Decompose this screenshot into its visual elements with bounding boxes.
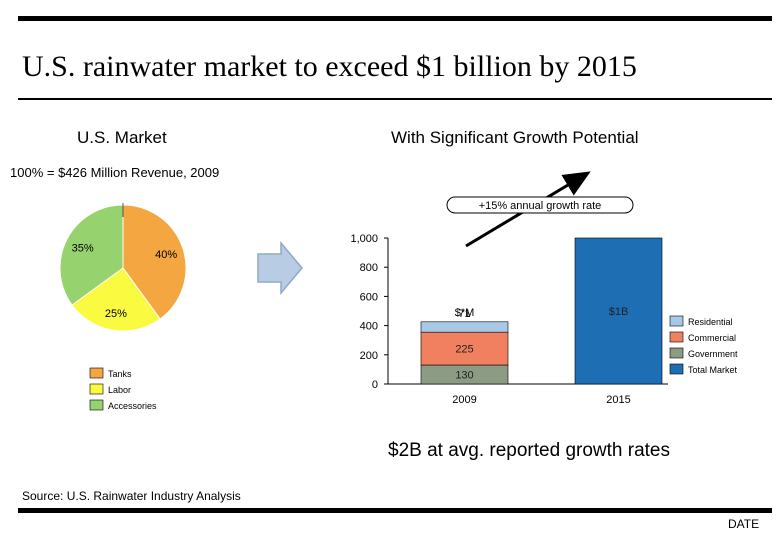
top-rule [18,16,772,21]
right-arrow-icon [257,240,303,296]
pie-slice-labor [71,267,161,332]
bar-legend-swatch-government [669,347,684,359]
pie-label-labor: 25% [105,308,127,320]
footer-date: DATE [728,517,760,531]
pie-slice-accessories [59,204,124,306]
pie-legend-swatch-labor [89,383,104,395]
pie-slice-tanks [122,204,187,320]
pie-legend-swatch-tanks [89,367,104,379]
pie-label-tanks: 40% [155,249,177,261]
x-tick-label-2015: 2015 [606,394,630,406]
pie-legend-label-labor: Labor [108,385,131,395]
pie-legend-label-accessories: Accessories [108,401,157,411]
unit-label: $*M [455,307,475,319]
bar-legend-swatch-residential [669,315,684,327]
pie-heading: U.S. Market [77,128,167,147]
pie-legend-swatch-accessories [89,399,104,411]
page-title: U.S. rainwater market to exceed $1 billi… [22,50,637,83]
bar-legend-label-commercial: Commercial [688,333,736,343]
bottom-note: $2B at avg. reported growth rates [388,440,670,461]
bar-legend-swatch-total-market [669,363,684,375]
bar-label-2009-residential: 71 [458,308,470,320]
bar-segment-2015-total-market [574,237,663,385]
source-note: Source: U.S. Rainwater Industry Analysis [22,489,241,503]
y-tick-label-200: 200 [360,350,378,362]
bar-legend-label-residential: Residential [688,317,733,327]
footer-rule [18,508,772,513]
pie-subtitle: 100% = $426 Million Revenue, 2009 [10,165,220,180]
pie-chart: 40% 25% 35% [59,203,187,332]
bar-label-2015-total-market: $1B [609,306,629,318]
y-tick-label-400: 400 [360,321,378,333]
title-rule [18,98,772,100]
bar-legend-label-total-market: Total Market [688,365,738,375]
bar-label-2009-commercial: 225 [455,344,473,356]
bar-segment-2009-commercial [420,331,509,366]
bar-legend-label-government: Government [688,349,738,359]
y-tick-label-1000: 1,000 [350,233,378,245]
bar-legend: Residential Commercial Government Total Mar… [669,315,738,375]
bar-legend-swatch-commercial [669,331,684,343]
x-tick-label-2009: 2009 [452,394,476,406]
y-tick-label-800: 800 [360,262,378,274]
growth-callout-box [446,196,634,214]
bar-segment-2009-residential [420,321,509,333]
bar-chart: 0 200 400 600 800 1,000 130 225 71 2009 $1B 2015 $*M [350,233,668,406]
y-tick-label-600: 600 [360,291,378,303]
bar-label-2009-government: 130 [455,370,473,382]
pie-legend: Tanks Labor Accessories [89,367,157,411]
y-tick-label-0: 0 [372,379,378,391]
pie-legend-label-tanks: Tanks [108,369,132,379]
growth-callout-text: +15% annual growth rate [479,200,602,212]
bar-heading: With Significant Growth Potential [391,128,639,147]
pie-label-accessories: 35% [72,242,94,254]
